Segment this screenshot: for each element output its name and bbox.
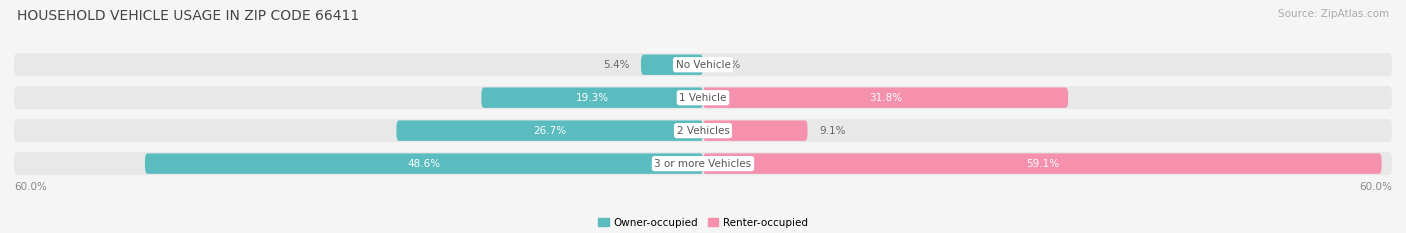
Text: 31.8%: 31.8% (869, 93, 903, 103)
Text: 19.3%: 19.3% (575, 93, 609, 103)
Text: 60.0%: 60.0% (1360, 182, 1392, 192)
FancyBboxPatch shape (703, 87, 1069, 108)
FancyBboxPatch shape (14, 119, 1392, 142)
Text: 60.0%: 60.0% (14, 182, 46, 192)
Text: No Vehicle: No Vehicle (675, 60, 731, 70)
FancyBboxPatch shape (396, 120, 703, 141)
FancyBboxPatch shape (14, 53, 1392, 76)
Text: 1 Vehicle: 1 Vehicle (679, 93, 727, 103)
FancyBboxPatch shape (641, 55, 703, 75)
Text: 2 Vehicles: 2 Vehicles (676, 126, 730, 136)
FancyBboxPatch shape (703, 120, 807, 141)
Legend: Owner-occupied, Renter-occupied: Owner-occupied, Renter-occupied (599, 218, 807, 228)
Text: Source: ZipAtlas.com: Source: ZipAtlas.com (1278, 9, 1389, 19)
FancyBboxPatch shape (145, 153, 703, 174)
Text: 0.0%: 0.0% (714, 60, 741, 70)
FancyBboxPatch shape (481, 87, 703, 108)
FancyBboxPatch shape (14, 86, 1392, 109)
FancyBboxPatch shape (703, 153, 1382, 174)
Text: 59.1%: 59.1% (1026, 159, 1059, 169)
Text: 3 or more Vehicles: 3 or more Vehicles (654, 159, 752, 169)
Text: 26.7%: 26.7% (533, 126, 567, 136)
Text: 48.6%: 48.6% (408, 159, 440, 169)
Text: 9.1%: 9.1% (818, 126, 845, 136)
FancyBboxPatch shape (14, 152, 1392, 175)
Text: HOUSEHOLD VEHICLE USAGE IN ZIP CODE 66411: HOUSEHOLD VEHICLE USAGE IN ZIP CODE 6641… (17, 9, 359, 23)
Text: 5.4%: 5.4% (603, 60, 630, 70)
